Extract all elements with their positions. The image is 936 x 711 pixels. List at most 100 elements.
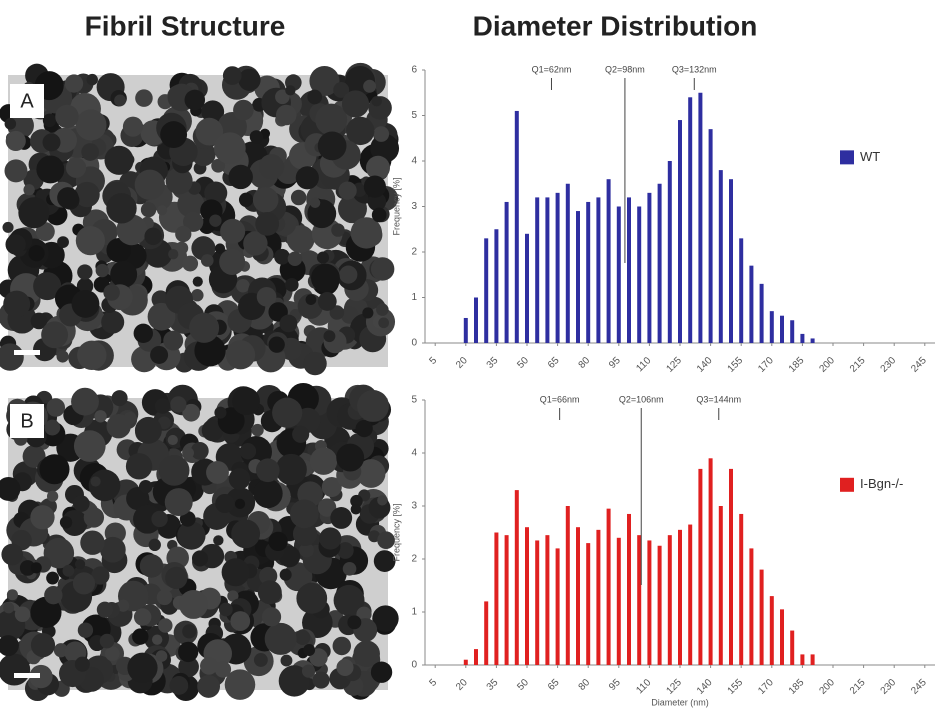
fibril (228, 164, 253, 190)
fibril (201, 419, 224, 442)
fibril (363, 79, 377, 93)
micrograph (0, 62, 400, 376)
fibril (155, 650, 168, 662)
fibril (272, 397, 303, 428)
fibril (259, 566, 278, 586)
y-tick-label: 0 (411, 660, 417, 671)
panel-label: B (20, 410, 33, 432)
fibril (365, 155, 391, 180)
fibril (264, 622, 297, 655)
fibril (164, 488, 193, 517)
fibril (104, 145, 134, 175)
fibril (238, 192, 254, 207)
fibril (231, 519, 261, 549)
fibril (154, 398, 171, 414)
bar (565, 183, 570, 343)
fibril (158, 618, 173, 633)
fibril (111, 390, 128, 407)
fibril (268, 531, 288, 552)
fibril (77, 340, 107, 370)
fibril (158, 455, 190, 486)
fibril (127, 652, 158, 683)
fibril (233, 99, 254, 121)
fibril (341, 90, 370, 118)
y-tick-label: 5 (411, 110, 417, 121)
fibril (278, 665, 310, 697)
bar (657, 183, 662, 343)
fibril (148, 538, 161, 552)
fibril (83, 507, 105, 528)
fibril (36, 155, 65, 184)
bar (463, 317, 468, 343)
bar (769, 596, 774, 665)
fibril (222, 66, 242, 85)
fibril (377, 531, 395, 550)
fibril (101, 310, 125, 334)
bar (739, 513, 744, 665)
fibril (239, 443, 257, 460)
fibril (147, 302, 176, 331)
fibril (356, 459, 386, 488)
fibril (42, 133, 61, 152)
fibril (283, 562, 313, 592)
fibril (53, 643, 69, 658)
bar (800, 654, 805, 665)
bar (586, 201, 591, 343)
fibril (192, 276, 203, 287)
fibril (253, 653, 268, 667)
fibril (338, 181, 357, 200)
fibril (169, 676, 189, 695)
fibril (106, 193, 137, 224)
fibril (275, 453, 307, 486)
bar (688, 524, 693, 665)
legend-swatch (840, 150, 854, 165)
fibril (168, 249, 179, 260)
fibril (133, 323, 153, 344)
y-tick-label: 3 (411, 201, 417, 212)
fibril (39, 454, 70, 485)
heading: Fibril Structure (85, 10, 286, 41)
fibril (214, 661, 232, 678)
fibril (280, 654, 293, 667)
x-tick-label: 20 (454, 677, 470, 693)
fibril (213, 132, 246, 165)
fibril (287, 251, 303, 266)
fibril (206, 461, 229, 484)
fibril (6, 589, 18, 601)
fibril (77, 622, 94, 638)
fibril (72, 495, 90, 512)
fibril (329, 305, 345, 320)
fibril (0, 476, 21, 501)
fibril (46, 398, 66, 417)
fibril (317, 131, 347, 161)
fibril (4, 118, 17, 130)
fibril (286, 225, 315, 254)
fibril (56, 350, 69, 363)
x-tick-label: 50 (515, 355, 531, 371)
bar (708, 129, 713, 343)
fibril (144, 227, 162, 246)
x-tick-label: 95 (607, 677, 623, 693)
x-tick-label: 125 (664, 677, 684, 697)
bar (627, 513, 631, 665)
fibril (86, 73, 98, 86)
fibril (336, 542, 354, 559)
x-tick-label: 35 (485, 355, 501, 371)
x-tick-label: 185 (787, 355, 807, 375)
fibril (175, 225, 192, 243)
fibril (76, 277, 94, 295)
bar (576, 527, 580, 665)
fibril (299, 542, 314, 558)
fibril (355, 419, 373, 438)
bar (749, 265, 754, 343)
fibril (165, 566, 188, 590)
fibril (227, 590, 239, 602)
x-tick-label: 200 (817, 677, 837, 697)
fibril (195, 117, 224, 146)
bar (790, 320, 795, 343)
fibril (3, 290, 31, 318)
bar (535, 197, 540, 343)
fibril (347, 615, 362, 630)
fibril (319, 527, 342, 550)
fibril (74, 656, 90, 672)
